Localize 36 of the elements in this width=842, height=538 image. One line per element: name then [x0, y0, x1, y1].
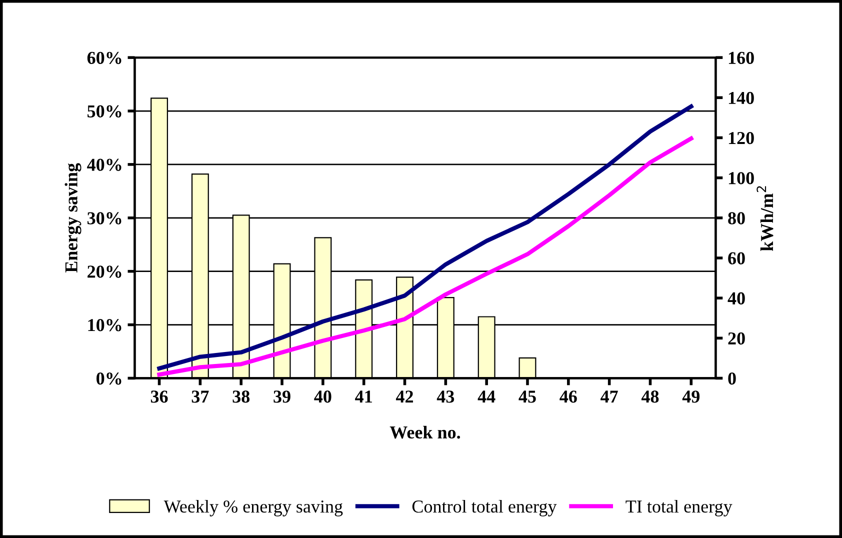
- legend-label: Control total energy: [412, 500, 557, 516]
- x-tick-label: 43: [436, 390, 454, 403]
- y-tick-label: 50%: [88, 105, 122, 118]
- x-tick-label: 42: [396, 390, 414, 403]
- y2-axis-title: kWh/m$^{2}$: [756, 186, 774, 251]
- y2-tick-label: 80: [728, 212, 745, 224]
- y2-tick-label: 160: [728, 52, 754, 64]
- y-tick-label: 20%: [88, 266, 122, 278]
- y2-tick-label: 40: [728, 292, 745, 304]
- x-tick-label: 36: [150, 390, 168, 403]
- x-tick-label: 44: [478, 390, 496, 403]
- x-tick-label: 49: [682, 390, 700, 403]
- y2-tick-label: 100: [728, 172, 754, 184]
- x-tick-label: 45: [518, 390, 536, 403]
- x-tick-label: 39: [274, 390, 290, 403]
- y2-tick-label: 20: [728, 332, 745, 345]
- legend-label: TI total energy: [626, 500, 732, 516]
- x-tick-label: 40: [314, 390, 332, 403]
- x-tick-label: 48: [641, 390, 659, 403]
- y2-tick-label: 0: [728, 372, 736, 385]
- x-tick-label: 41: [355, 390, 372, 403]
- legend-label: Weekly % energy saving: [164, 500, 343, 516]
- x-tick-label: 46: [560, 390, 577, 403]
- x-tick-label: 37: [192, 390, 209, 403]
- y-tick-label: 60%: [87, 52, 122, 64]
- y-axis-title: Energy saving: [64, 163, 82, 273]
- y2-tick-label: 60: [728, 252, 745, 264]
- x-tick-label: 47: [600, 390, 618, 403]
- x-axis-title: Week no.: [390, 426, 460, 439]
- y2-tick-label: 140: [728, 92, 754, 104]
- x-tick-label: 38: [232, 390, 250, 403]
- y-tick-label: 10%: [88, 319, 122, 332]
- y-tick-label: 30%: [87, 212, 122, 224]
- y-tick-label: 0%: [96, 372, 122, 385]
- y-tick-label: 40%: [87, 158, 122, 171]
- y2-tick-label: 120: [728, 132, 754, 144]
